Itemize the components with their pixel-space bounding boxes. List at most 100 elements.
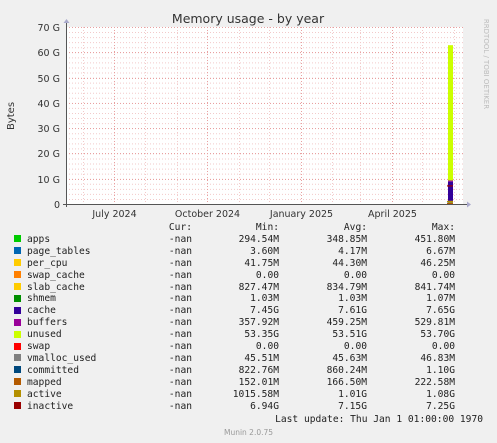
legend-cur-value: -nan (168, 329, 192, 341)
legend-min-value: 45.51M (244, 352, 279, 364)
legend-swatch (14, 271, 21, 279)
legend-avg-value: 860.24M (326, 364, 367, 376)
data-marks (447, 45, 453, 205)
legend-max-value: 1.07M (426, 293, 455, 305)
legend-series-name: active (27, 388, 62, 400)
legend-min-value: 0.00 (255, 341, 279, 353)
legend-swatch (14, 378, 21, 386)
legend-max-value: 6.67M (426, 245, 455, 257)
legend-swatch (14, 318, 21, 326)
legend-min-value: 7.45G (250, 305, 279, 317)
legend-swatch (14, 354, 21, 362)
legend-row-swap_cache: swap_cache -nan 0.00 0.00 0.00 (12, 270, 455, 282)
legend-max-value: 529.81M (414, 317, 455, 329)
legend-cur-value: -nan (168, 317, 192, 329)
legend-max-value: 53.70G (420, 329, 455, 341)
legend-cur-value: -nan (168, 376, 192, 388)
chart-title: Memory usage - by year (172, 11, 325, 26)
legend-series-name: mapped (27, 376, 62, 388)
legend-min-value: 53.35G (244, 329, 279, 341)
legend-swatch (14, 390, 21, 398)
legend-swatch (14, 366, 21, 374)
legend-min-value: 152.01M (238, 376, 279, 388)
legend-table: Cur: Min: Avg: Max: apps -nan 294.54M 348.8… (12, 222, 455, 413)
legend-series-name: vmalloc_used (27, 352, 97, 364)
y-tick-label: 40 G (38, 99, 60, 110)
legend-min-value: 822.76M (238, 364, 279, 376)
legend-min-value: 357.92M (238, 317, 279, 329)
legend-avg-value: 0.00 (343, 269, 367, 281)
legend-cur-value: -nan (168, 352, 192, 364)
legend-avg-value: 166.50M (326, 376, 367, 388)
legend-max-value: 46.25M (420, 257, 455, 269)
legend-series-name: shmem (27, 293, 56, 305)
legend-min-value: 1015.58M (232, 388, 279, 400)
legend-max-value: 222.58M (414, 376, 455, 388)
legend-row-slab_cache: slab_cache -nan 827.47M 834.79M 841.74M (12, 282, 455, 294)
y-tick-label: 20 G (38, 149, 60, 160)
legend-row-cache: cache -nan 7.45G 7.61G 7.65G (12, 305, 455, 317)
legend-cur-value: -nan (168, 388, 192, 400)
legend-swatch (14, 259, 21, 267)
legend-series-name: committed (27, 364, 79, 376)
legend-min-value: 3.60M (250, 245, 279, 257)
legend-swatch (14, 306, 21, 314)
legend-row-vmalloc_used: vmalloc_used -nan 45.51M 45.63M 46.83M (12, 353, 455, 365)
legend-max-value: 0.00 (431, 341, 455, 353)
legend-series-name: swap_cache (27, 269, 85, 281)
legend-min-value: 827.47M (238, 281, 279, 293)
legend-avg-value: 459.25M (326, 317, 367, 329)
x-tick-label: July 2024 (91, 209, 136, 220)
legend-cur-value: -nan (168, 293, 192, 305)
legend-series-name: cache (27, 305, 56, 317)
legend-swatch (14, 247, 21, 255)
legend-max-value: 451.80M (414, 233, 455, 245)
y-tick-label: 70 G (38, 23, 60, 34)
y-axis-label: Bytes (6, 102, 17, 130)
legend-min-value: 294.54M (238, 233, 279, 245)
legend-min-value: 1.03M (250, 293, 279, 305)
legend-avg-value: 45.63M (332, 352, 367, 364)
grid (66, 27, 463, 205)
y-tick-label: 10 G (38, 175, 60, 186)
x-axis-arrow (467, 201, 471, 208)
legend-avg-value: 53.51G (332, 329, 367, 341)
legend-avg-value: 44.30M (332, 257, 367, 269)
x-tick-label: October 2024 (175, 209, 240, 220)
legend-row-active: active -nan 1015.58M 1.01G 1.08G (12, 389, 455, 401)
legend-avg-value: 1.03M (338, 293, 367, 305)
legend-row-page_tables: page_tables -nan 3.60M 4.17M 6.67M (12, 246, 455, 258)
legend-cur-value: -nan (168, 257, 192, 269)
legend-row-per_cpu: per_cpu -nan 41.75M 44.30M 46.25M (12, 258, 455, 270)
legend-row-committed: committed -nan 822.76M 860.24M 1.10G (12, 365, 455, 377)
legend-row-mapped: mapped -nan 152.01M 166.50M 222.58M (12, 377, 455, 389)
area-unused (448, 45, 453, 181)
header-max: Max: (431, 222, 455, 233)
area-buffers (448, 180, 453, 182)
legend-row-unused: unused -nan 53.35G 53.51G 53.70G (12, 329, 455, 341)
legend-series-name: slab_cache (27, 281, 85, 293)
last-update: Last update: Thu Jan 1 01:00:00 1970 (275, 414, 483, 425)
rrdtool-side-label: RRDTOOL / TOBI OETIKER (482, 19, 490, 109)
legend-series-name: swap (27, 341, 51, 353)
legend-swatch (14, 330, 21, 338)
legend-avg-value: 7.15G (338, 400, 367, 412)
legend-cur-value: -nan (168, 341, 192, 353)
legend-min-value: 6.94G (250, 400, 279, 412)
y-tick-label: 30 G (38, 124, 60, 135)
y-axis-arrow (63, 19, 70, 23)
legend-max-value: 1.08G (426, 388, 455, 400)
legend-avg-value: 4.17M (338, 245, 367, 257)
legend-cur-value: -nan (168, 400, 192, 412)
legend-avg-value: 348.85M (326, 233, 367, 245)
legend-max-value: 1.10G (426, 364, 455, 376)
legend-swatch (14, 294, 21, 302)
legend-series-name: apps (27, 233, 51, 245)
legend-swatch (14, 283, 21, 291)
legend-row-shmem: shmem -nan 1.03M 1.03M 1.07M (12, 293, 455, 305)
legend-row-swap: swap -nan 0.00 0.00 0.00 (12, 341, 455, 353)
legend-max-value: 7.25G (426, 400, 455, 412)
legend-series-name: per_cpu (27, 257, 68, 269)
legend-min-value: 41.75M (244, 257, 279, 269)
legend-avg-value: 7.61G (338, 305, 367, 317)
